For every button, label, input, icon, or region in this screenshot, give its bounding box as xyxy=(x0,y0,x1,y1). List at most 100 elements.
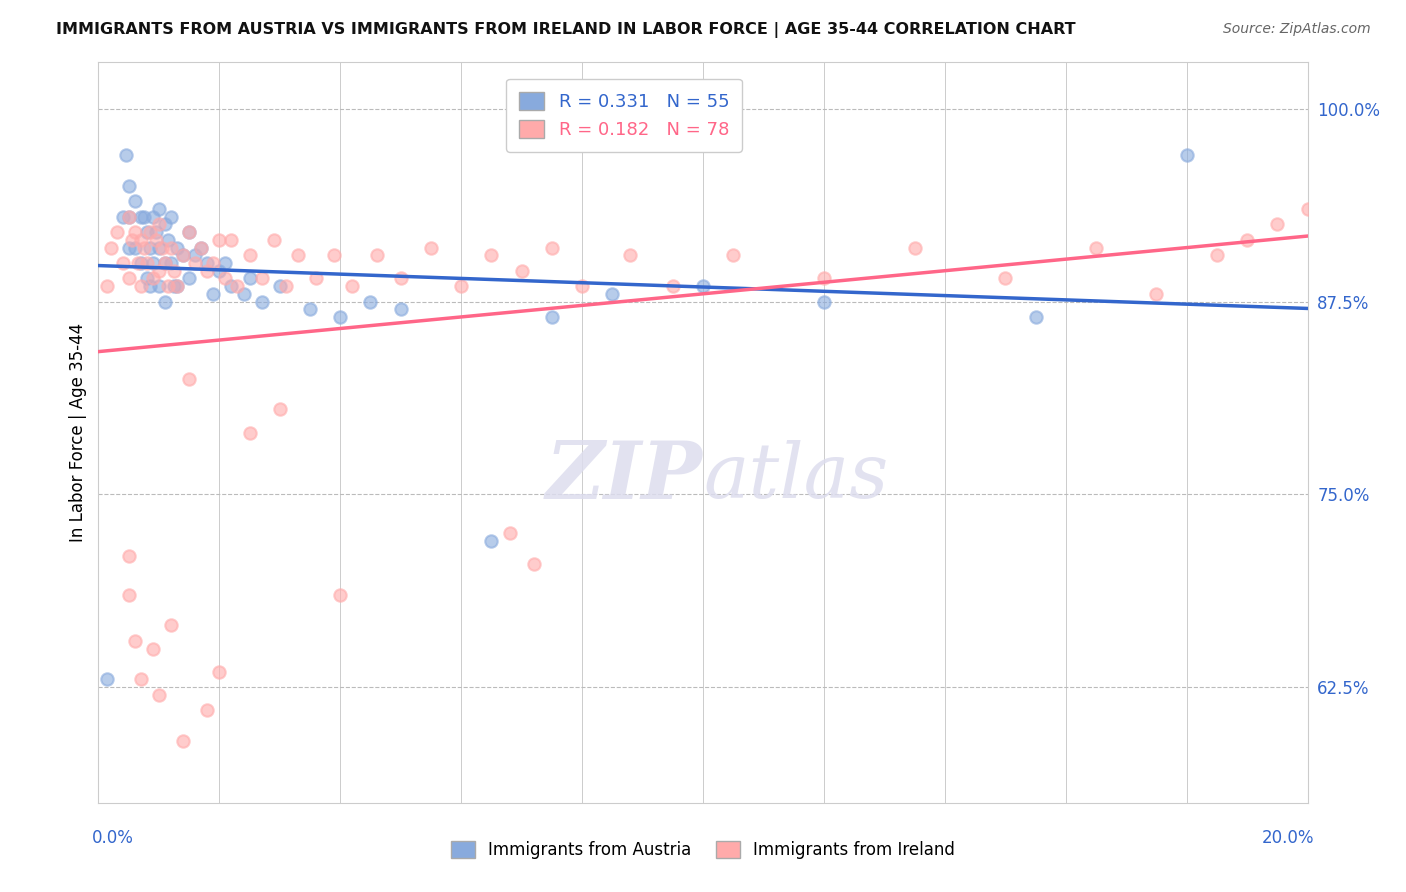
Point xyxy=(105,225,128,239)
Point xyxy=(523,557,546,571)
Point xyxy=(1206,248,1229,262)
Text: Source: ZipAtlas.com: Source: ZipAtlas.com xyxy=(1223,22,1371,37)
Point xyxy=(221,233,243,247)
Point xyxy=(269,279,291,293)
Point xyxy=(540,310,562,324)
Point xyxy=(1267,218,1289,232)
Point xyxy=(287,248,309,262)
Point xyxy=(195,703,218,717)
Point xyxy=(239,271,262,285)
Point xyxy=(166,240,188,255)
Point xyxy=(540,240,562,255)
Point xyxy=(1175,148,1198,162)
Point xyxy=(239,248,262,262)
Point xyxy=(127,256,149,270)
Point xyxy=(602,286,624,301)
Point xyxy=(153,294,176,309)
Point xyxy=(118,178,141,193)
Point xyxy=(389,271,412,285)
Point xyxy=(96,673,118,687)
Point xyxy=(132,210,155,224)
Point xyxy=(239,425,262,440)
Point xyxy=(118,271,141,285)
Point xyxy=(342,279,364,293)
Point xyxy=(118,549,141,563)
Point xyxy=(184,248,207,262)
Point xyxy=(329,310,352,324)
Point xyxy=(172,734,194,748)
Point xyxy=(692,279,714,293)
Point xyxy=(111,256,134,270)
Point xyxy=(160,240,183,255)
Point xyxy=(135,271,157,285)
Legend: R = 0.331   N = 55, R = 0.182   N = 78: R = 0.331 N = 55, R = 0.182 N = 78 xyxy=(506,78,742,152)
Point xyxy=(250,294,273,309)
Point xyxy=(723,248,745,262)
Point xyxy=(481,533,503,548)
Point xyxy=(156,279,179,293)
Text: atlas: atlas xyxy=(703,440,889,514)
Point xyxy=(323,248,346,262)
Point xyxy=(208,665,231,679)
Point xyxy=(813,271,835,285)
Point xyxy=(195,263,218,277)
Point xyxy=(129,256,152,270)
Point xyxy=(139,225,162,239)
Point xyxy=(153,218,176,232)
Point xyxy=(166,279,188,293)
Point xyxy=(250,271,273,285)
Point xyxy=(160,618,183,632)
Point xyxy=(221,279,243,293)
Point xyxy=(366,248,388,262)
Point xyxy=(118,240,141,255)
Point xyxy=(124,633,146,648)
Point xyxy=(100,240,122,255)
Point xyxy=(195,256,218,270)
Point xyxy=(274,279,297,293)
Point xyxy=(148,240,170,255)
Point xyxy=(148,218,170,232)
Text: IMMIGRANTS FROM AUSTRIA VS IMMIGRANTS FROM IRELAND IN LABOR FORCE | AGE 35-44 CO: IMMIGRANTS FROM AUSTRIA VS IMMIGRANTS FR… xyxy=(56,22,1076,38)
Point xyxy=(139,279,162,293)
Point xyxy=(129,279,152,293)
Point xyxy=(111,210,134,224)
Point xyxy=(994,271,1017,285)
Point xyxy=(813,294,835,309)
Point xyxy=(214,256,236,270)
Point xyxy=(132,240,155,255)
Point xyxy=(121,233,143,247)
Point xyxy=(420,240,443,255)
Point xyxy=(1085,240,1108,255)
Text: 20.0%: 20.0% xyxy=(1263,829,1315,847)
Point xyxy=(202,256,225,270)
Point xyxy=(179,225,201,239)
Point xyxy=(150,240,173,255)
Point xyxy=(329,588,352,602)
Point xyxy=(166,279,188,293)
Point xyxy=(135,225,157,239)
Point xyxy=(145,233,167,247)
Point xyxy=(153,256,176,270)
Point xyxy=(179,225,201,239)
Point xyxy=(450,279,472,293)
Point xyxy=(153,256,176,270)
Point xyxy=(1236,233,1258,247)
Point xyxy=(904,240,927,255)
Point xyxy=(172,248,194,262)
Point xyxy=(208,263,231,277)
Point xyxy=(142,641,165,656)
Point xyxy=(129,233,152,247)
Point xyxy=(148,279,170,293)
Point xyxy=(360,294,382,309)
Point xyxy=(163,263,186,277)
Point xyxy=(299,302,322,317)
Point xyxy=(305,271,328,285)
Point xyxy=(481,248,503,262)
Point xyxy=(232,286,254,301)
Point xyxy=(498,525,520,540)
Point xyxy=(118,210,141,224)
Point xyxy=(145,225,167,239)
Point xyxy=(510,263,533,277)
Point xyxy=(619,248,641,262)
Point xyxy=(389,302,412,317)
